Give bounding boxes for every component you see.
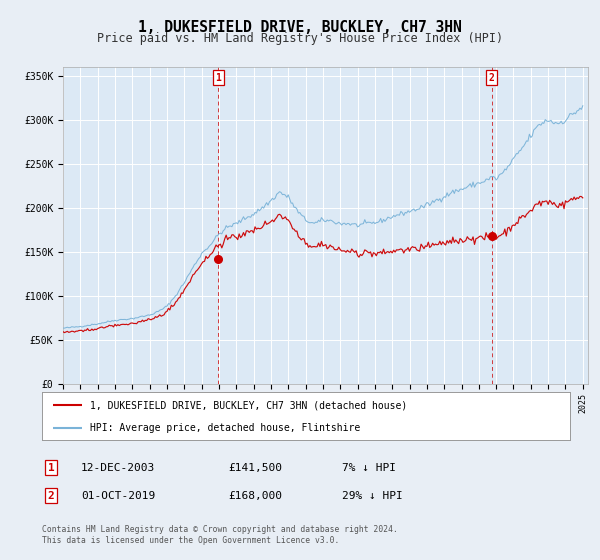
Text: 1, DUKESFIELD DRIVE, BUCKLEY, CH7 3HN: 1, DUKESFIELD DRIVE, BUCKLEY, CH7 3HN	[138, 20, 462, 35]
Text: 2: 2	[489, 73, 495, 83]
Text: £141,500: £141,500	[228, 463, 282, 473]
Text: £168,000: £168,000	[228, 491, 282, 501]
Text: Contains HM Land Registry data © Crown copyright and database right 2024.: Contains HM Land Registry data © Crown c…	[42, 525, 398, 534]
Text: This data is licensed under the Open Government Licence v3.0.: This data is licensed under the Open Gov…	[42, 536, 340, 545]
Text: 1: 1	[215, 73, 221, 83]
Text: Price paid vs. HM Land Registry's House Price Index (HPI): Price paid vs. HM Land Registry's House …	[97, 32, 503, 45]
Text: 29% ↓ HPI: 29% ↓ HPI	[342, 491, 403, 501]
Text: 1, DUKESFIELD DRIVE, BUCKLEY, CH7 3HN (detached house): 1, DUKESFIELD DRIVE, BUCKLEY, CH7 3HN (d…	[89, 400, 407, 410]
Text: HPI: Average price, detached house, Flintshire: HPI: Average price, detached house, Flin…	[89, 423, 360, 433]
Text: 12-DEC-2003: 12-DEC-2003	[81, 463, 155, 473]
Text: 7% ↓ HPI: 7% ↓ HPI	[342, 463, 396, 473]
Text: 2: 2	[47, 491, 55, 501]
Text: 01-OCT-2019: 01-OCT-2019	[81, 491, 155, 501]
Text: 1: 1	[47, 463, 55, 473]
